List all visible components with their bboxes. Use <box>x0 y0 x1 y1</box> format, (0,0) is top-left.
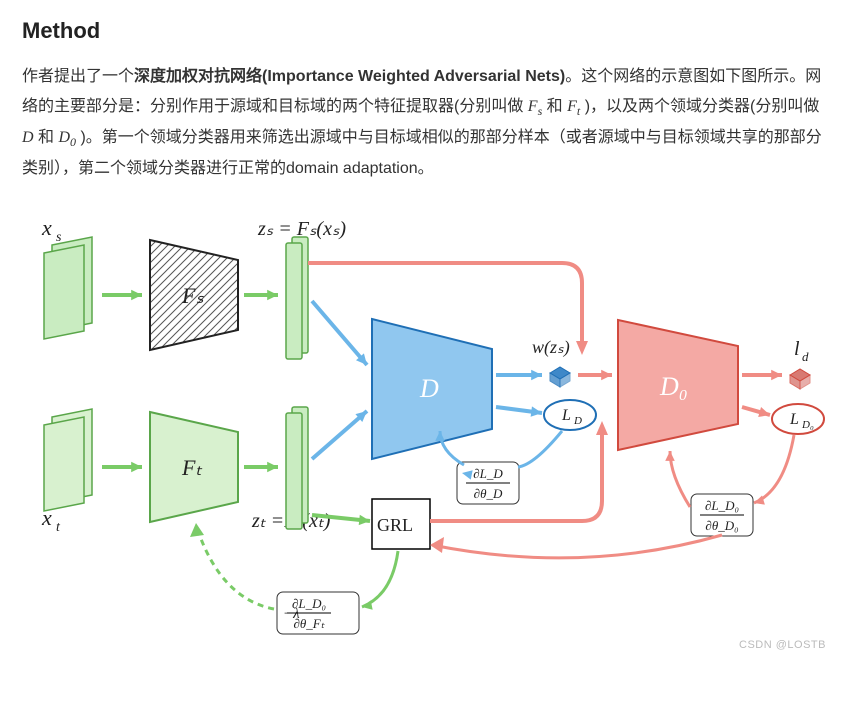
svg-text:Fₜ: Fₜ <box>181 455 202 480</box>
para-t4: )，以及两个领域分类器(分别叫做 <box>580 98 819 115</box>
para-bold: 深度加权对抗网络(Importance Weighted Adversarial… <box>134 68 565 85</box>
svg-text:l: l <box>794 338 800 360</box>
math-Ft-base: F <box>567 98 577 115</box>
para-t1: 作者提出了一个 <box>22 68 134 85</box>
math-Fs: Fs <box>528 98 542 115</box>
svg-text:t: t <box>56 520 61 535</box>
svg-text:L: L <box>789 411 799 428</box>
svg-text:d: d <box>802 349 809 364</box>
para-t5: 和 <box>34 129 59 146</box>
architecture-diagram: xsxtFₛFₜzₛ = Fₛ(xₛ)zₜ =Fₜ(xₜ)Dw(zₛ)LDD₀l… <box>22 215 832 655</box>
math-Ft: Ft <box>567 98 580 115</box>
section-heading: Method <box>22 18 832 44</box>
diagram-svg: xsxtFₛFₜzₛ = Fₛ(xₛ)zₜ =Fₜ(xₜ)Dw(zₛ)LDD₀l… <box>22 215 832 655</box>
svg-text:D: D <box>573 415 582 427</box>
svg-text:w(zₛ): w(zₛ) <box>532 337 570 358</box>
svg-text:D₀: D₀ <box>659 372 688 401</box>
svg-text:Fₛ: Fₛ <box>181 283 204 308</box>
para-t3: 和 <box>542 98 567 115</box>
svg-text:∂θ_D₀: ∂θ_D₀ <box>705 518 738 533</box>
method-paragraph: 作者提出了一个深度加权对抗网络(Importance Weighted Adve… <box>22 62 832 185</box>
svg-text:∂θ_D: ∂θ_D <box>474 486 503 501</box>
svg-text:∂L_D: ∂L_D <box>473 466 503 481</box>
svg-text:∂θ_Fₜ: ∂θ_Fₜ <box>293 616 325 631</box>
math-D0-base: D <box>58 129 70 146</box>
svg-text:∂L_D₀: ∂L_D₀ <box>292 596 326 611</box>
svg-text:L: L <box>561 407 571 424</box>
watermark-text: CSDN @LOSTB <box>739 639 826 651</box>
math-D: D <box>22 129 34 146</box>
svg-text:x: x <box>41 215 52 240</box>
svg-text:∂L_D₀: ∂L_D₀ <box>705 498 739 513</box>
svg-text:GRL: GRL <box>377 515 413 535</box>
para-t6: )。第一个领域分类器用来筛选出源域中与目标域相似的那部分样本（或者源域中与目标领… <box>22 129 822 177</box>
math-Fs-base: F <box>528 98 538 115</box>
svg-text:D: D <box>419 374 439 403</box>
math-D0: D0 <box>58 129 76 146</box>
svg-text:D₀: D₀ <box>801 419 814 431</box>
